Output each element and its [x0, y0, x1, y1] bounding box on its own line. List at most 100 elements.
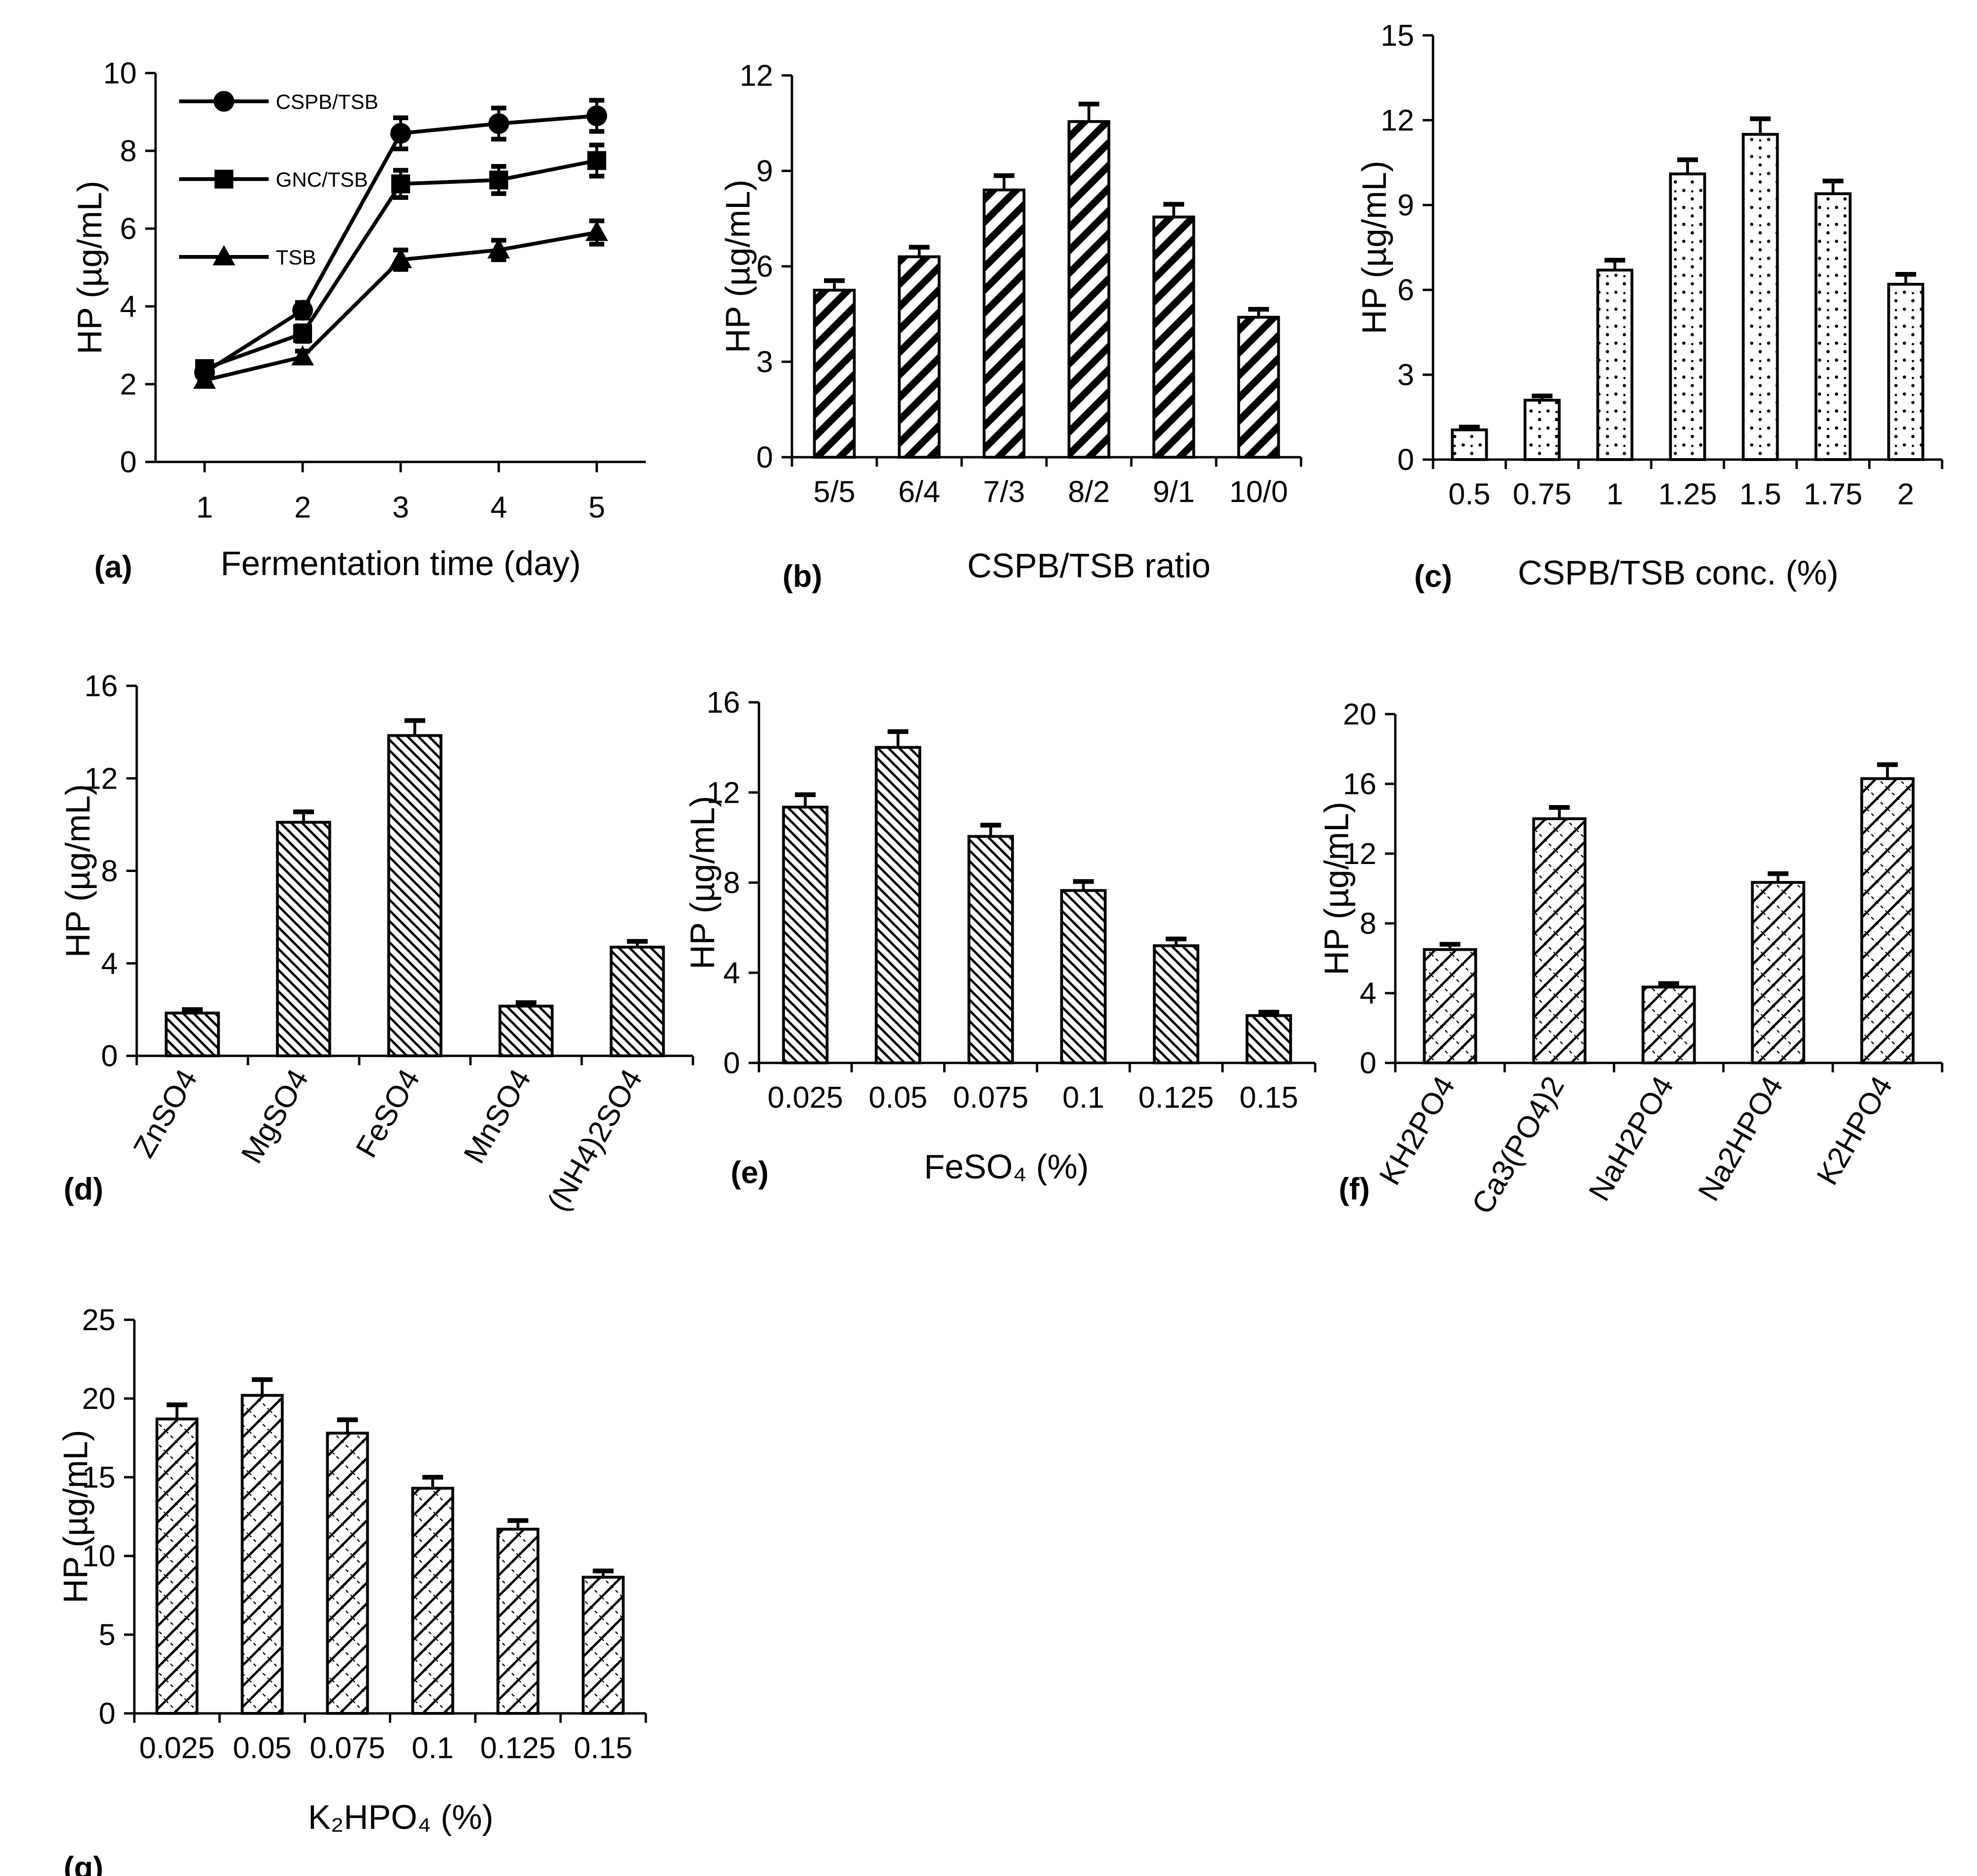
- y-tick-label-f-4: 16: [1343, 767, 1376, 801]
- y-tick-label-g-1: 5: [99, 1618, 115, 1652]
- bar-f-4: [1860, 777, 1915, 1064]
- bar-e-2: [967, 835, 1014, 1064]
- y-tick-label-g-0: 0: [99, 1696, 115, 1730]
- y-axis-label-d: HP (µg/mL): [59, 784, 97, 957]
- bar-d-3: [498, 1004, 554, 1057]
- panel-b: 0 3 6 9 12 HP (µg/mL) (b) CSPB/TSB ratio 5/5 6/4 7…: [719, 58, 1302, 593]
- bar-b-4: [1152, 215, 1195, 459]
- axis-lines-e: [758, 702, 1315, 1064]
- y-axis-label-c: HP (µg/mL): [1356, 161, 1393, 334]
- x-tick-label-b-0: 5/5: [814, 475, 856, 509]
- panel-d: 0 4 8 12 16 HP (µg/mL) (d) ZnSO4 MgSO4 FeSO4 MnSO4…: [59, 669, 694, 1217]
- y-tick-label-f-5: 20: [1343, 697, 1376, 731]
- x-tick-label-c-3: 1.25: [1658, 477, 1717, 511]
- bar-d-1: [276, 821, 331, 1057]
- x-tick-label-a-0: 1: [196, 490, 213, 524]
- panel-f: 0 4 8 12 16 20 HP (µg/mL) (f) KH2PO4 Ca3(PO4)2 NaH…: [1318, 697, 1944, 1219]
- point-a-1-1: [293, 324, 312, 343]
- y-tick-label-b-4: 12: [740, 58, 773, 92]
- x-tick-label-b-5: 10/0: [1229, 475, 1288, 509]
- bar-c-5: [1814, 192, 1852, 461]
- legend-label-a-2: TSB: [276, 246, 316, 269]
- x-tick-label-a-4: 5: [588, 490, 605, 524]
- y-tick-label-c-4: 12: [1381, 103, 1414, 137]
- y-tick-label-e-0: 0: [723, 1046, 740, 1080]
- bar-g-1: [240, 1394, 284, 1715]
- y-tick-label-c-3: 9: [1397, 188, 1414, 222]
- y-tick-label-g-4: 20: [82, 1382, 115, 1415]
- y-tick-label-g-3: 15: [82, 1460, 115, 1494]
- panel-g: 0 5 10 15 20 25 HP (µg/mL) (g) K₂HPO₄ (%) 0.025 0.…: [57, 1303, 647, 1876]
- panel-label-g: (g): [64, 1850, 103, 1876]
- point-a-0-2: [390, 123, 411, 144]
- bar-e-4: [1153, 944, 1200, 1064]
- x-tick-label-c-0: 0.5: [1449, 477, 1491, 511]
- y-tick-label-d-1: 4: [101, 946, 118, 980]
- y-tick-label-c-1: 3: [1397, 358, 1414, 392]
- x-tick-label-f-3: Na2HPO4: [1691, 1070, 1789, 1207]
- x-tick-label-d-0: ZnSO4: [126, 1063, 204, 1163]
- bar-g-0: [155, 1417, 198, 1715]
- x-tick-label-c-4: 1.5: [1739, 477, 1781, 511]
- x-axis-label-e: FeSO₄ (%): [924, 1148, 1088, 1186]
- panel-label-e: (e): [731, 1155, 769, 1190]
- x-tick-label-g-4: 0.125: [480, 1731, 556, 1765]
- y-tick-label-d-3: 12: [84, 761, 118, 795]
- y-tick-label-d-2: 8: [101, 854, 118, 888]
- bar-d-2: [387, 734, 443, 1057]
- axis-lines-g: [133, 1320, 646, 1715]
- point-a-1-2: [391, 174, 410, 194]
- y-axis-label-a: HP (µg/mL): [71, 181, 109, 354]
- y-tick-label-f-0: 0: [1359, 1046, 1376, 1080]
- point-a-1-4: [587, 151, 606, 170]
- x-tick-label-c-1: 0.75: [1513, 477, 1572, 511]
- x-tick-label-e-3: 0.1: [1063, 1080, 1104, 1114]
- bar-g-3: [411, 1487, 454, 1715]
- y-tick-label-e-3: 12: [707, 775, 740, 809]
- y-tick-label-c-0: 0: [1397, 443, 1414, 477]
- bar-d-4: [610, 946, 665, 1057]
- bar-c-3: [1669, 173, 1706, 461]
- bar-b-2: [982, 189, 1026, 459]
- x-tick-label-d-2: FeSO4: [349, 1063, 426, 1163]
- y-tick-label-b-1: 3: [756, 345, 773, 379]
- bar-c-4: [1742, 133, 1779, 461]
- bar-e-1: [874, 746, 922, 1064]
- x-tick-label-g-0: 0.025: [139, 1731, 214, 1765]
- panel-label-b: (b): [783, 559, 822, 593]
- bar-c-2: [1596, 269, 1633, 461]
- bar-f-1: [1532, 817, 1587, 1064]
- y-axis-label-e: HP (µg/mL): [684, 796, 722, 969]
- bar-b-1: [898, 255, 941, 459]
- y-tick-label-a-5: 10: [103, 56, 137, 90]
- y-tick-label-a-2: 4: [120, 289, 137, 323]
- x-tick-label-b-2: 7/3: [983, 475, 1025, 509]
- bar-e-5: [1245, 1014, 1292, 1064]
- x-tick-label-b-1: 6/4: [898, 475, 940, 509]
- x-tick-label-e-5: 0.15: [1239, 1080, 1298, 1114]
- legend-label-a-1: GNC/TSB: [276, 168, 368, 191]
- y-axis-label-f: HP (µg/mL): [1318, 802, 1356, 975]
- panel-e: 0 4 8 12 16 HP (µg/mL) (e) FeSO₄ (%) 0.025 0.05 0.…: [684, 685, 1317, 1190]
- y-tick-label-c-5: 15: [1381, 18, 1414, 52]
- point-a-0-3: [488, 113, 509, 134]
- x-axis-label-b: CSPB/TSB ratio: [967, 547, 1211, 585]
- point-a-2-4: [585, 221, 608, 241]
- y-tick-label-g-5: 25: [82, 1303, 115, 1337]
- bar-f-2: [1641, 986, 1696, 1065]
- x-tick-label-a-1: 2: [294, 490, 311, 524]
- point-a-0-4: [586, 105, 607, 126]
- x-tick-label-b-3: 8/2: [1068, 475, 1110, 509]
- bar-b-0: [813, 288, 856, 459]
- x-tick-label-f-2: NaH2PO4: [1582, 1070, 1680, 1207]
- x-tick-label-e-4: 0.125: [1138, 1080, 1214, 1114]
- x-tick-label-g-3: 0.1: [412, 1731, 453, 1765]
- x-tick-label-c-6: 2: [1897, 477, 1914, 511]
- y-tick-label-c-2: 6: [1397, 273, 1414, 307]
- panel-label-f: (f): [1339, 1171, 1370, 1206]
- panel-label-a: (a): [94, 549, 132, 584]
- x-tick-label-b-4: 9/1: [1153, 475, 1195, 509]
- x-tick-label-f-4: K2HPO4: [1810, 1070, 1899, 1191]
